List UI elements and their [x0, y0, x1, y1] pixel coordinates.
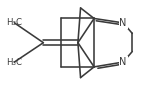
- Text: N: N: [120, 18, 127, 28]
- Text: H₃C: H₃C: [6, 58, 22, 67]
- Text: N: N: [120, 57, 127, 67]
- Text: H₃C: H₃C: [6, 18, 22, 27]
